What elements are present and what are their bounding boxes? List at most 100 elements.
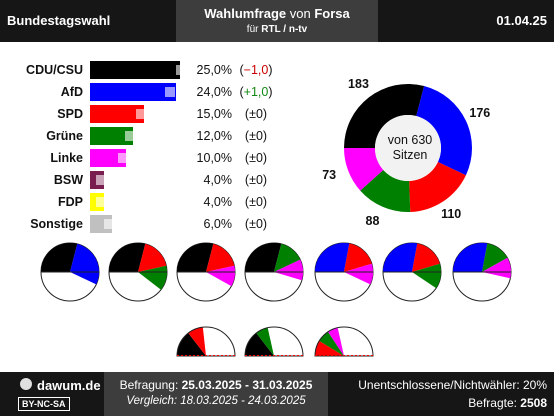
donut-hole: [375, 115, 441, 181]
coalition-slice: [344, 243, 372, 272]
undecided-share: Unentschlossene/Nichtwähler: 20%: [358, 378, 547, 392]
coalition-slice: [315, 340, 344, 356]
donut-center-line2: Sitzen: [392, 148, 428, 162]
coalition-slice: [109, 243, 146, 272]
coalition-slice: [256, 327, 274, 356]
party-percent-linke: 10,0%: [196, 151, 232, 165]
coalition-chart-5: [314, 242, 374, 302]
coalition-slice: [177, 243, 214, 272]
bar-afd: [90, 83, 177, 101]
coalition-chart-2: [108, 242, 168, 302]
party-change-bsw: (±0): [244, 173, 268, 187]
coalition-slice: [70, 243, 100, 285]
coalition-chart-1: [40, 242, 100, 302]
party-label-cdu-csu: CDU/CSU: [26, 63, 83, 77]
poll-date: 01.04.25: [496, 13, 547, 28]
donut-center-line1: von 630: [387, 133, 433, 147]
seat-count-gruene: 88: [365, 213, 380, 228]
election-title: Bundestagswahl: [7, 13, 111, 28]
dawum-logo[interactable]: dawum.de: [37, 378, 101, 393]
coalition-slice: [245, 243, 282, 272]
coalition-slice: [482, 243, 508, 272]
bar-cdu-csu: [90, 61, 180, 79]
coalition-chart-6: [382, 242, 442, 302]
survey-period-box: Befragung: 25.03.2025 - 31.03.2025 Vergl…: [104, 372, 328, 416]
previous-value-marker-sonstige: [103, 219, 114, 229]
coalition-slice: [482, 257, 512, 279]
donut-center-text: von 630 Sitzen: [370, 133, 450, 163]
party-change-sonstige: (±0): [244, 217, 268, 231]
poll-title-box: Wahlumfrage von Forsa für RTL / n-tv: [176, 0, 378, 42]
party-change-spd: (±0): [244, 107, 268, 121]
poll-title: Wahlumfrage von Forsa: [204, 6, 350, 21]
party-change-linke: (±0): [244, 151, 268, 165]
party-change-fdp: (±0): [244, 195, 268, 209]
coalition-slice: [41, 243, 78, 272]
header-bar: Bundestagswahl Wahlumfrage von Forsa für…: [0, 0, 554, 42]
coalition-half-outline: [244, 326, 304, 357]
party-percent-bsw: 4,0%: [203, 173, 233, 187]
coalition-slice: [319, 331, 344, 356]
dawum-logo-icon: [20, 378, 32, 390]
party-label-spd: SPD: [57, 107, 83, 121]
party-percent-fdp: 4,0%: [203, 195, 233, 209]
coalition-slice: [412, 263, 441, 289]
party-percent-sonstige: 6,0%: [203, 217, 233, 231]
previous-value-marker-bsw: [96, 175, 107, 185]
seat-segment-afd: [416, 86, 472, 176]
coalition-slice: [453, 242, 488, 272]
seat-segment-gruene: [360, 169, 411, 212]
survey-period: Befragung: 25.03.2025 - 31.03.2025: [119, 378, 313, 392]
previous-value-marker-spd: [136, 109, 146, 119]
seat-donut-chart: [344, 84, 472, 212]
poll-client: für RTL / n-tv: [246, 24, 308, 35]
seat-count-cdu-csu: 183: [348, 76, 369, 91]
bar-gruene: [90, 127, 134, 145]
party-label-bsw: BSW: [53, 173, 83, 187]
coalition-half-outline: [176, 326, 236, 357]
seat-segment-spd: [409, 162, 466, 212]
coalition-slice: [206, 265, 236, 287]
coalition-chart-10: [314, 326, 374, 357]
coalition-slice: [274, 243, 301, 272]
coalition-half-outline: [314, 326, 374, 357]
coalition-slice: [315, 243, 350, 272]
coalition-slice: [138, 243, 167, 272]
party-percent-spd: 15,0%: [196, 107, 232, 121]
seat-count-linke: 73: [322, 168, 337, 183]
footer-bar: dawum.de BY-NC-SA Befragung: 25.03.2025 …: [0, 372, 554, 416]
party-percent-cdu-csu: 25,0%: [196, 63, 232, 77]
coalition-slice: [245, 333, 274, 356]
previous-value-marker-cdu-csu: [175, 65, 186, 75]
party-label-fdp: FDP: [58, 195, 83, 209]
party-label-gruene: Grüne: [46, 129, 83, 143]
coalition-slice: [206, 243, 235, 272]
seat-segment-linke: [344, 148, 384, 191]
party-percent-gruene: 12,0%: [196, 129, 232, 143]
previous-value-marker-gruene: [125, 131, 136, 141]
coalition-chart-8: [176, 326, 236, 357]
previous-value-marker-linke: [118, 153, 128, 163]
coalition-charts: [40, 242, 512, 357]
seat-count-afd: 176: [469, 106, 491, 120]
license-badge: BY-NC-SA: [18, 397, 70, 411]
party-label-sonstige: Sonstige: [30, 217, 83, 231]
coalition-slice: [328, 327, 344, 356]
comparison-period: Vergleich: 18.03.2025 - 24.03.2025: [126, 395, 306, 407]
coalition-chart-4: [244, 242, 304, 302]
coalition-slice: [188, 327, 206, 356]
previous-value-marker-fdp: [96, 197, 107, 207]
coalition-chart-9: [244, 326, 304, 357]
party-label-linke: Linke: [50, 151, 83, 165]
previous-value-marker-afd: [164, 87, 175, 97]
party-percent-afd: 24,0%: [196, 85, 232, 99]
party-change-gruene: (±0): [244, 129, 268, 143]
party-change-afd: (+1,0): [239, 85, 273, 99]
party-change-cdu-csu: (−1,0): [239, 63, 273, 77]
coalition-slice: [177, 333, 206, 356]
seat-count-spd: 110: [441, 206, 462, 221]
bar-linke: [90, 149, 126, 167]
coalition-slice: [412, 243, 440, 272]
bar-spd: [90, 105, 144, 123]
respondents-count: Befragte: 2508: [468, 396, 547, 410]
